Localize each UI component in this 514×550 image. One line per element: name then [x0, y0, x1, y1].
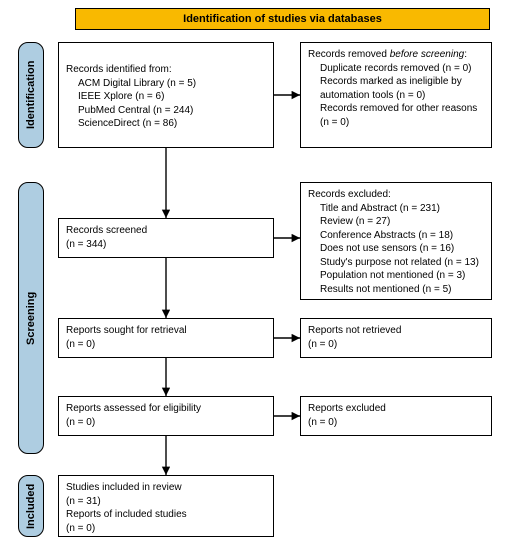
excluded-lead: Records excluded: — [308, 188, 484, 202]
reports-excluded-line: Reports excluded — [308, 402, 484, 416]
identified-line: ACM Digital Library (n = 5) — [66, 77, 266, 91]
excluded-line: Does not use sensors (n = 16) — [308, 242, 484, 256]
removed-line: Records removed for other reasons — [308, 102, 484, 116]
removed-line: Duplicate records removed (n = 0) — [308, 62, 484, 76]
excluded-line: Conference Abstracts (n = 18) — [308, 229, 484, 243]
box-excluded: Records excluded: Title and Abstract (n … — [300, 182, 492, 300]
excluded-line: Title and Abstract (n = 231) — [308, 202, 484, 216]
header-title: Identification of studies via databases — [183, 13, 382, 25]
box-reports-excluded: Reports excluded (n = 0) — [300, 396, 492, 436]
identified-line: IEEE Xplore (n = 6) — [66, 90, 266, 104]
reports-excluded-line: (n = 0) — [308, 416, 484, 430]
identified-lead: Records identified from: — [66, 63, 266, 77]
box-screened: Records screened (n = 344) — [58, 218, 274, 258]
screened-line: Records screened — [66, 224, 266, 238]
sought-line: Reports sought for retrieval — [66, 324, 266, 338]
removed-line: (n = 0) — [308, 116, 484, 130]
box-identified: Records identified from: ACM Digital Lib… — [58, 42, 274, 148]
box-removed-before: Records removed before screening: Duplic… — [300, 42, 492, 148]
excluded-line: Study's purpose not related (n = 13) — [308, 256, 484, 270]
box-not-retrieved: Reports not retrieved (n = 0) — [300, 318, 492, 358]
box-assessed: Reports assessed for eligibility (n = 0) — [58, 396, 274, 436]
included-line: Reports of included studies — [66, 508, 266, 522]
sought-line: (n = 0) — [66, 338, 266, 352]
box-sought: Reports sought for retrieval (n = 0) — [58, 318, 274, 358]
not-retrieved-line: (n = 0) — [308, 338, 484, 352]
phase-identification: Identification — [18, 42, 44, 148]
assessed-line: (n = 0) — [66, 416, 266, 430]
assessed-line: Reports assessed for eligibility — [66, 402, 266, 416]
included-line: (n = 0) — [66, 522, 266, 536]
not-retrieved-line: Reports not retrieved — [308, 324, 484, 338]
excluded-line: Results not mentioned (n = 5) — [308, 283, 484, 297]
removed-line: automation tools (n = 0) — [308, 89, 484, 103]
included-line: Studies included in review — [66, 481, 266, 495]
header-bar: Identification of studies via databases — [75, 8, 490, 30]
included-line: (n = 31) — [66, 495, 266, 509]
excluded-line: Review (n = 27) — [308, 215, 484, 229]
phase-screening: Screening — [18, 182, 44, 454]
identified-line: PubMed Central (n = 244) — [66, 104, 266, 118]
phase-included: Included — [18, 475, 44, 537]
removed-line: Records marked as ineligible by — [308, 75, 484, 89]
identified-line: ScienceDirect (n = 86) — [66, 117, 266, 131]
prisma-flowchart: Identification of studies via databases … — [0, 0, 514, 550]
box-included: Studies included in review (n = 31) Repo… — [58, 475, 274, 537]
removed-lead: Records removed before screening: — [308, 48, 484, 62]
screened-line: (n = 344) — [66, 238, 266, 252]
excluded-line: Population not mentioned (n = 3) — [308, 269, 484, 283]
